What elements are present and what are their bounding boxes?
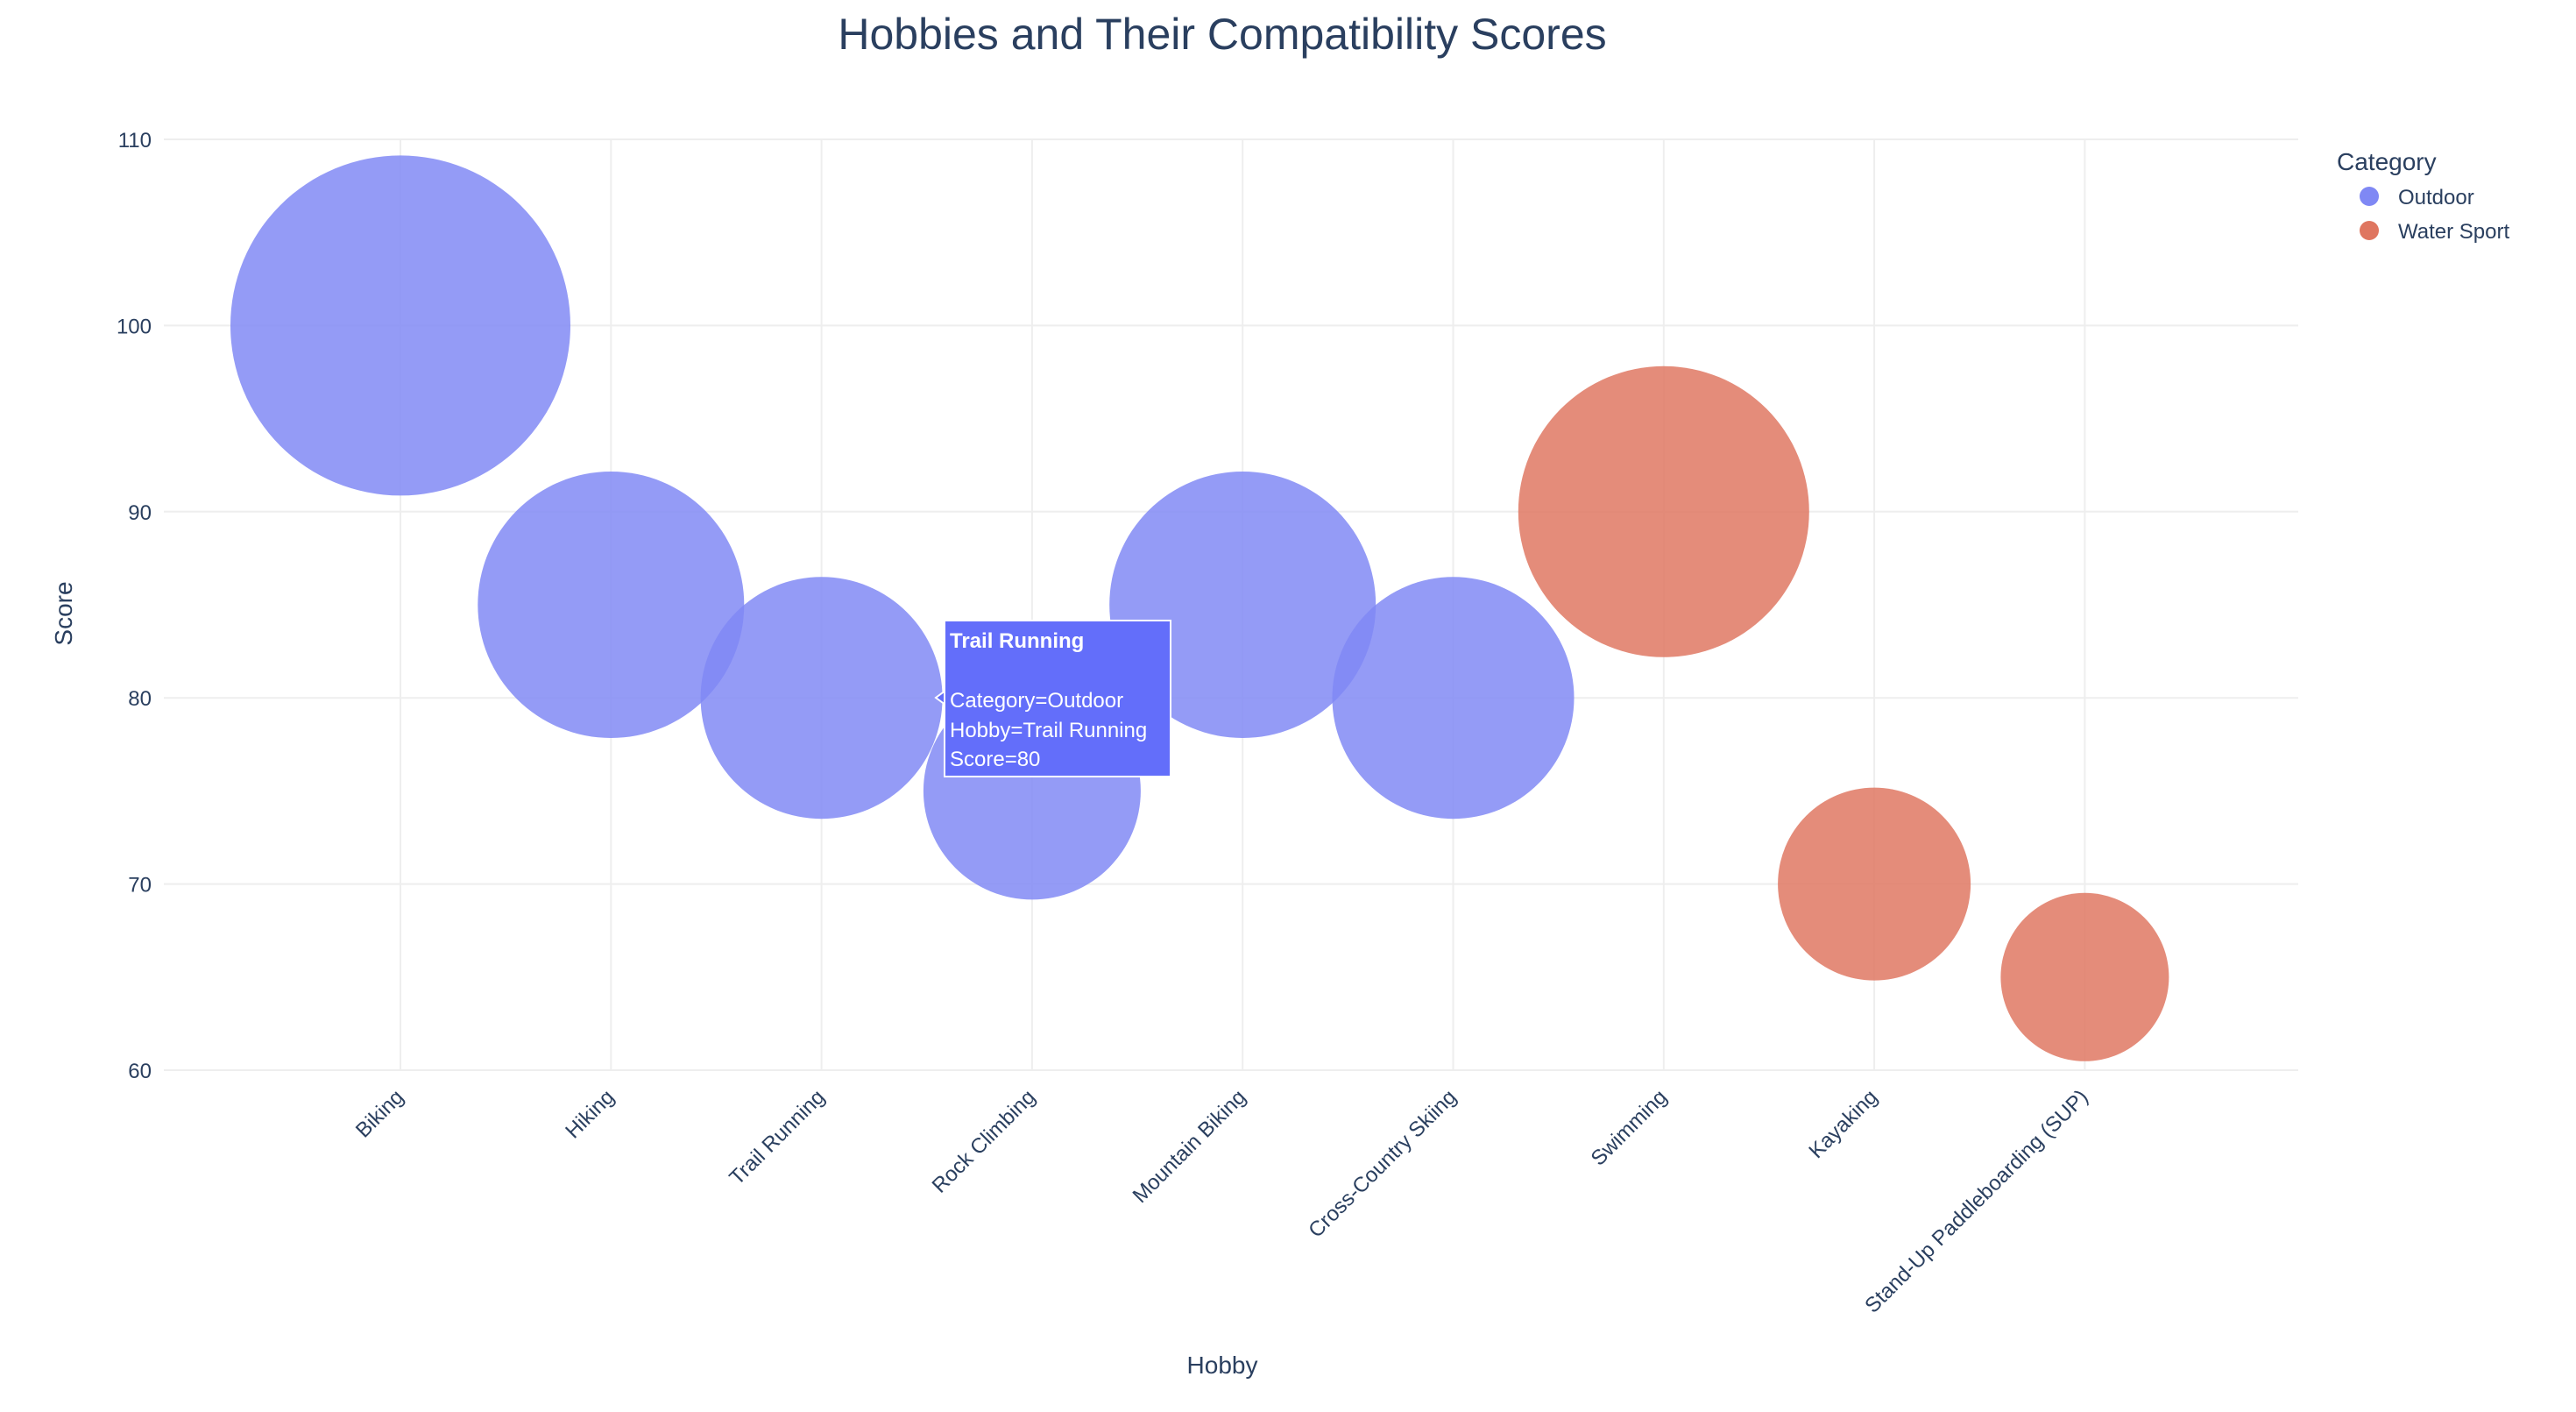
legend-item-outdoor[interactable]: Outdoor <box>2360 186 2474 209</box>
legend-title: Category <box>2337 148 2437 175</box>
bubble-trail-running[interactable] <box>700 577 943 820</box>
tooltip-line-score: Score=80 <box>950 748 1040 771</box>
y-tick-label-110: 110 <box>118 129 152 153</box>
bubble-kayaking[interactable] <box>1778 787 1971 981</box>
bubble-hiking[interactable] <box>478 472 745 738</box>
bubble-biking[interactable] <box>230 155 570 496</box>
legend-label-water-sport: Water Sport <box>2398 220 2509 244</box>
legend-label-outdoor: Outdoor <box>2398 186 2474 209</box>
bubble-mountain-biking[interactable] <box>1109 472 1376 738</box>
hover-tooltip: Trail Running Category=Outdoor Hobby=Tra… <box>934 620 1171 777</box>
y-tick-label-100: 100 <box>117 315 152 338</box>
legend: Category Outdoor Water Sport <box>2337 148 2509 244</box>
tooltip-title: Trail Running <box>950 629 1084 653</box>
bubble-layer <box>230 155 2169 1061</box>
x-axis-title: Hobby <box>1187 1352 1258 1379</box>
y-tick-label-80: 80 <box>128 687 152 711</box>
legend-marker-water-sport <box>2360 221 2379 240</box>
y-axis-title: Score <box>50 581 77 645</box>
y-tick-label-70: 70 <box>128 874 152 898</box>
bubble-swimming[interactable] <box>1518 365 1809 657</box>
y-tick-label-90: 90 <box>128 501 152 525</box>
legend-item-water-sport[interactable]: Water Sport <box>2360 220 2509 244</box>
bubble-stand-up-paddleboarding-sup[interactable] <box>2000 892 2169 1061</box>
tooltip-box <box>944 620 1171 777</box>
tooltip-line-hobby: Hobby=Trail Running <box>950 719 1147 742</box>
chart-title: Hobbies and Their Compatibility Scores <box>838 10 1606 59</box>
bubble-cross-country-skiing[interactable] <box>1332 577 1575 820</box>
tooltip-line-category: Category=Outdoor <box>950 689 1123 713</box>
legend-marker-outdoor <box>2360 187 2379 206</box>
y-tick-label-60: 60 <box>128 1060 152 1083</box>
